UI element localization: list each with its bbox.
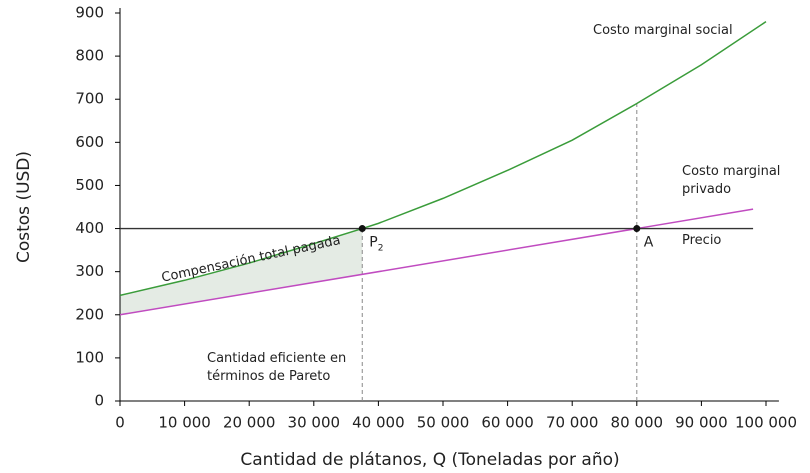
y-tick-label: 100 [75, 348, 104, 366]
series-label: Costo marginal social [593, 23, 733, 38]
point-label-text: A [644, 235, 654, 251]
y-axis-title: Costos (USD) [14, 151, 34, 263]
shaded-area [120, 228, 363, 315]
x-tick-label: 20 000 [223, 414, 276, 432]
series-label: Precio [682, 233, 722, 248]
y-tick-label: 400 [75, 219, 104, 237]
x-tick-label: 10 000 [158, 414, 211, 432]
y-tick-label: 800 [75, 47, 104, 65]
y-tick-label: 0 [94, 392, 104, 410]
x-tick-label: 100 000 [735, 414, 797, 432]
series-label: Costo marginal privado [682, 164, 781, 197]
x-tick-label: 0 [115, 414, 125, 432]
y-tick-label: 600 [75, 133, 104, 151]
x-tick-label: 30 000 [288, 414, 341, 432]
y-tick-label: 300 [75, 262, 104, 280]
y-tick-label: 900 [75, 4, 104, 22]
series-line [119, 20, 767, 297]
point-label-subscript: 2 [378, 243, 384, 253]
x-tick-label: 40 000 [352, 414, 405, 432]
point [633, 225, 641, 233]
point-label: P2 [369, 235, 383, 254]
x-tick-label: 50 000 [417, 414, 470, 432]
x-tick-label: 80 000 [611, 414, 664, 432]
x-tick-label: 70 000 [546, 414, 599, 432]
x-tick-label: 90 000 [675, 414, 728, 432]
x-axis-title: Cantidad de plátanos, Q (Toneladas por a… [240, 450, 619, 470]
y-tick-label: 700 [75, 90, 104, 108]
point-label-text: P [369, 235, 377, 251]
x-tick-label: 60 000 [481, 414, 534, 432]
point [358, 225, 366, 233]
point-label: A [644, 235, 654, 251]
y-tick-label: 200 [75, 305, 104, 323]
y-tick-label: 500 [75, 176, 104, 194]
annotation: Cantidad eficiente en términos de Pareto [207, 351, 347, 384]
